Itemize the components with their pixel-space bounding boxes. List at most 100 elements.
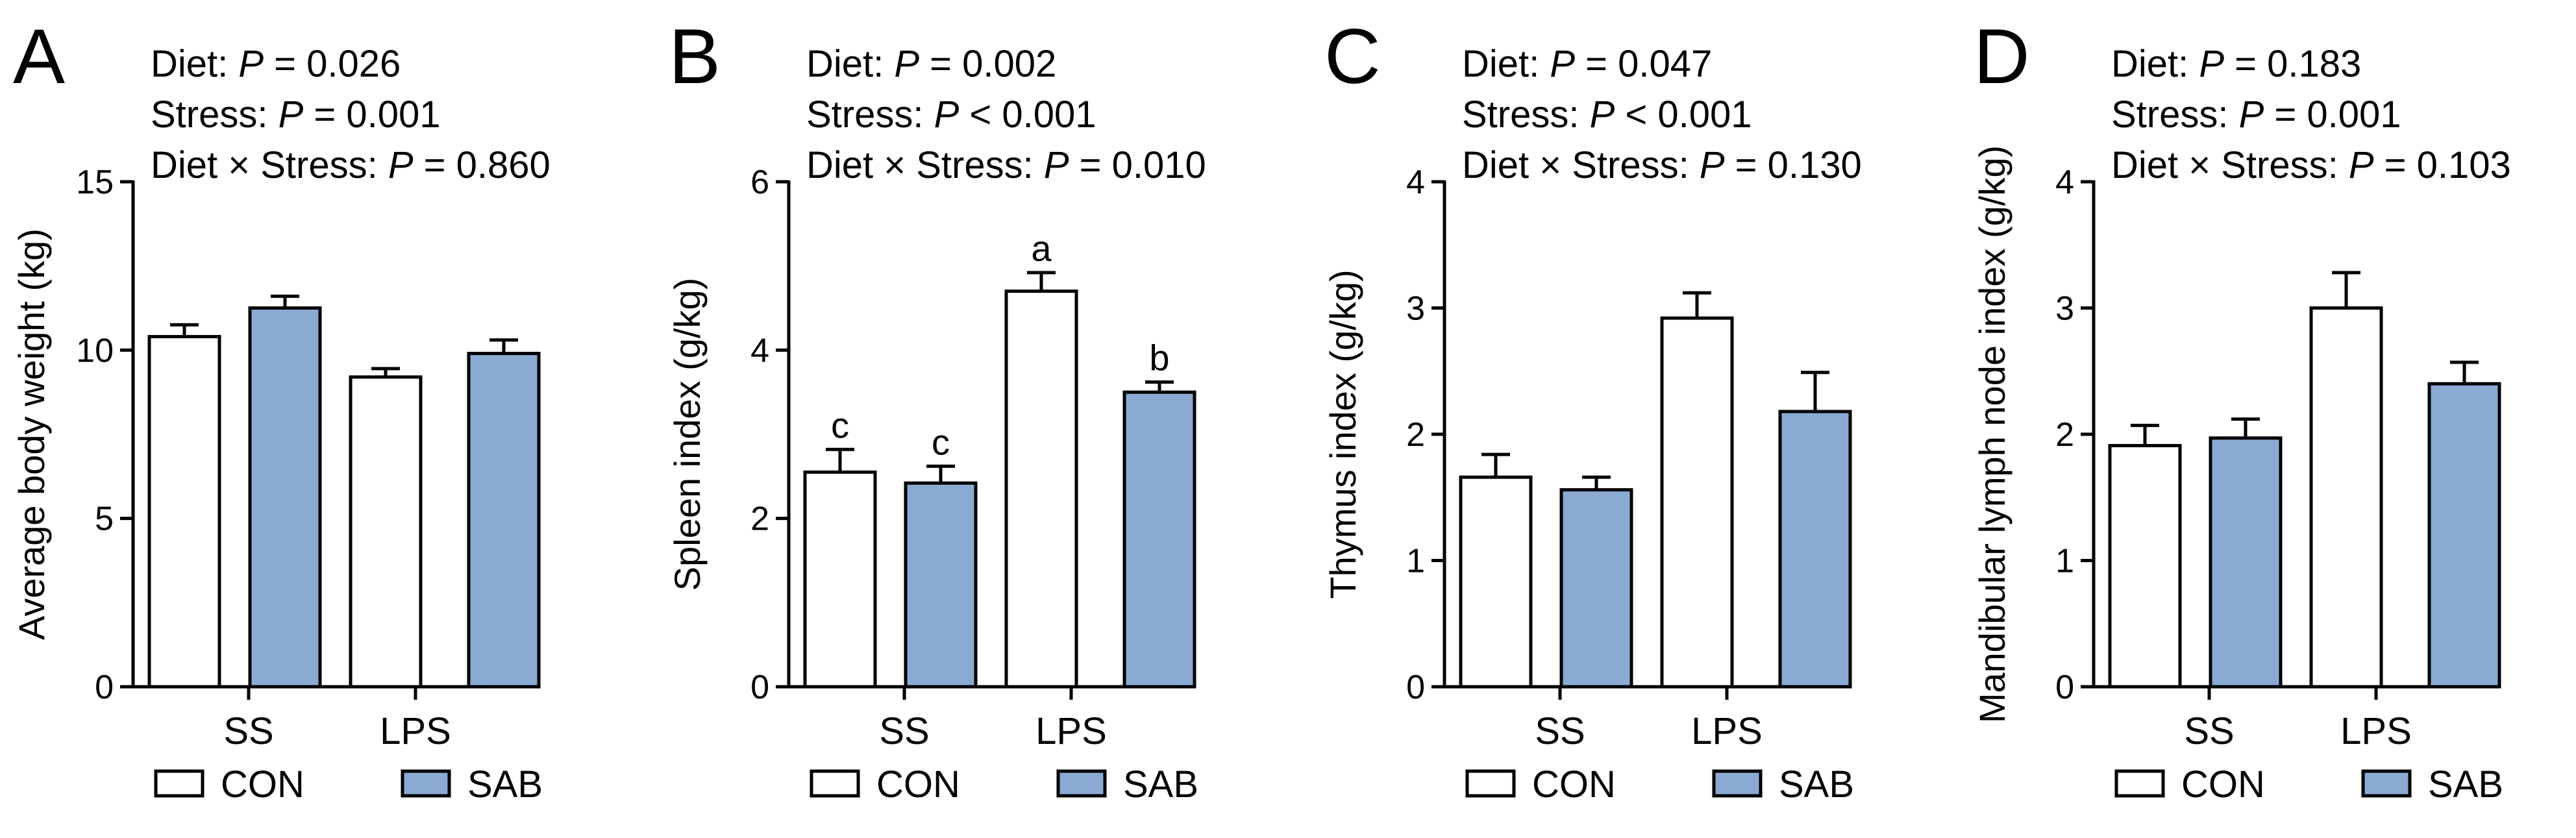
legend-swatch-con [154, 769, 204, 798]
y-tick-label: 2 [1406, 416, 1425, 454]
y-axis-label: Average body weight (kg) [11, 228, 52, 640]
legend-label: SAB [1779, 763, 1854, 806]
significance-letter: a [1031, 228, 1052, 269]
y-tick-label: 0 [95, 669, 114, 706]
y-axis-label: Mandibular lymph node index (g/kg) [1972, 145, 2012, 723]
category-label: SS [2184, 710, 2234, 752]
stat-p-symbol: P [1700, 144, 1725, 186]
stat-value: = 0.183 [2224, 43, 2361, 85]
stat-label: Diet: [151, 43, 238, 85]
significance-letter: c [831, 404, 849, 445]
stat-value: < 0.001 [1615, 93, 1752, 136]
y-tick-label: 15 [76, 164, 114, 201]
bar-sab-ss [904, 481, 978, 689]
y-tick-label: 1 [2055, 543, 2074, 580]
stat-label: Diet × Stress: [806, 144, 1044, 186]
stat-label: Stress: [151, 93, 279, 136]
stat-label: Diet: [1462, 43, 1550, 85]
stat-value: = 0.002 [919, 43, 1056, 85]
stat-p-symbol: P [388, 144, 414, 186]
stat-label: Diet: [806, 43, 894, 85]
bar-sab-lps [1122, 390, 1196, 689]
stat-line: Diet: P = 0.002 [806, 43, 1056, 85]
stat-p-symbol: P [2349, 144, 2374, 186]
y-tick-label: 10 [76, 332, 114, 369]
legend-swatch-con [2114, 769, 2165, 798]
stat-p-symbol: P [1550, 43, 1575, 85]
stat-value: = 0.001 [303, 93, 440, 136]
y-tick-label: 5 [95, 500, 114, 538]
stat-line: Stress: P = 0.001 [2111, 93, 2401, 136]
bar-con-ss [803, 470, 877, 689]
panel-letter: C [1324, 13, 1381, 100]
stat-value: < 0.001 [959, 93, 1096, 136]
stat-line: Diet × Stress: P = 0.010 [806, 144, 1206, 186]
bar-sab-ss [1559, 488, 1633, 689]
legend-swatch-sab [401, 769, 451, 798]
y-tick-label: 2 [2055, 416, 2074, 454]
bar-sab-lps [1778, 410, 1852, 689]
stat-p-symbol: P [2239, 93, 2264, 136]
stat-p-symbol: P [934, 93, 960, 136]
stat-value: = 0.001 [2264, 93, 2401, 136]
stat-value: = 0.860 [414, 144, 551, 186]
stat-line: Diet × Stress: P = 0.860 [151, 144, 551, 186]
stat-value: = 0.010 [1069, 144, 1206, 186]
bar-sab-lps [2427, 382, 2501, 689]
category-label: LPS [2340, 710, 2412, 752]
bar-con-lps [1004, 290, 1078, 689]
y-tick-label: 0 [1406, 669, 1425, 706]
bar-con-lps [349, 375, 423, 689]
legend-label: CON [221, 763, 304, 806]
y-tick-label: 1 [1406, 543, 1425, 580]
legend-label: CON [2181, 763, 2265, 806]
y-tick-label: 4 [750, 332, 769, 369]
bar-con-ss [1459, 475, 1533, 689]
panel-letter: A [13, 13, 65, 100]
stat-line: Diet: P = 0.047 [1462, 43, 1712, 85]
legend-label: SAB [467, 763, 543, 806]
y-tick-label: 6 [750, 164, 769, 201]
bar-sab-ss [2209, 436, 2283, 689]
stat-line: Stress: P = 0.001 [151, 93, 441, 136]
significance-letter: c [932, 421, 950, 462]
stat-line: Diet × Stress: P = 0.103 [2111, 144, 2511, 186]
stat-label: Stress: [1462, 93, 1590, 136]
stat-label: Diet × Stress: [1462, 144, 1700, 186]
legend-swatch-sab [1056, 769, 1107, 798]
bar-con-ss [147, 335, 221, 689]
stat-label: Stress: [2111, 93, 2239, 136]
legend-swatch-sab [1712, 769, 1763, 798]
legend-swatch-con [810, 769, 860, 798]
legend-label: SAB [1123, 763, 1198, 806]
bar-sab-lps [467, 352, 541, 689]
stat-value: = 0.026 [264, 43, 401, 85]
stat-line: Diet: P = 0.026 [151, 43, 401, 85]
y-tick-label: 0 [2055, 669, 2074, 706]
stat-value: = 0.103 [2374, 144, 2511, 186]
legend-label: SAB [2428, 763, 2503, 806]
category-label: SS [879, 710, 929, 752]
category-label: LPS [1691, 710, 1763, 752]
stat-p-symbol: P [2199, 43, 2224, 85]
stat-label: Diet × Stress: [2111, 144, 2349, 186]
stat-p-symbol: P [1590, 93, 1615, 136]
bar-con-lps [1660, 316, 1734, 689]
legend-label: CON [1532, 763, 1616, 806]
legend-swatch-con [1465, 769, 1516, 798]
stat-p-symbol: P [238, 43, 264, 85]
stat-value: = 0.047 [1575, 43, 1712, 85]
category-label: SS [223, 710, 273, 752]
bar-sab-ss [248, 306, 322, 689]
panel-letter: B [669, 13, 721, 100]
bar-con-lps [2309, 306, 2383, 689]
stat-p-symbol: P [1044, 144, 1069, 186]
significance-letter: b [1149, 338, 1169, 378]
stat-label: Diet × Stress: [151, 144, 388, 186]
stat-line: Stress: P < 0.001 [806, 93, 1096, 136]
stat-line: Diet: P = 0.183 [2111, 43, 2361, 85]
legend-swatch-sab [2361, 769, 2412, 798]
y-tick-label: 2 [750, 500, 769, 538]
stat-p-symbol: P [279, 93, 304, 136]
